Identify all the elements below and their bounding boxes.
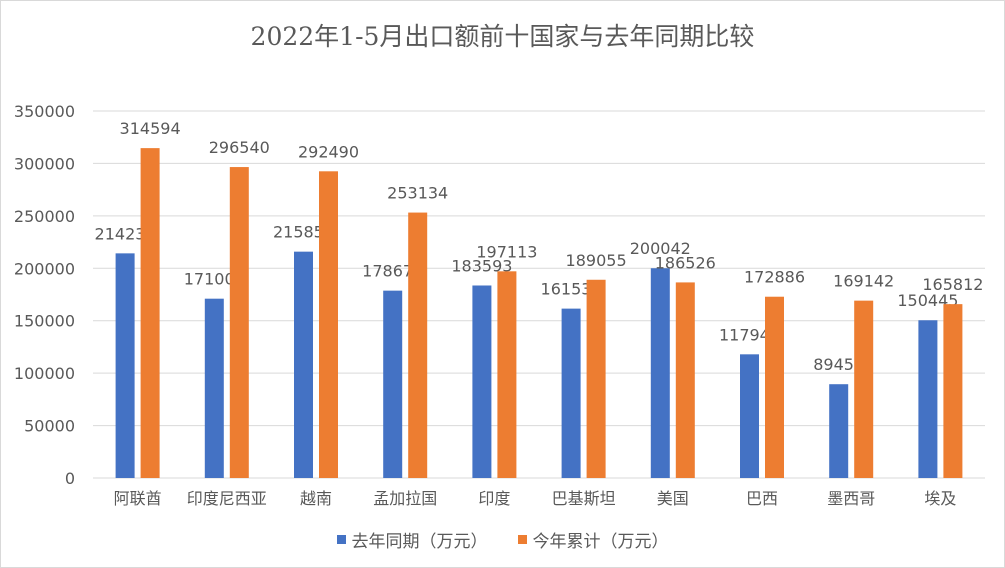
y-tick-label: 300000: [14, 154, 75, 173]
y-tick-label: 350000: [14, 102, 75, 121]
bar-series-2: [675, 282, 695, 478]
bar-series-2: [586, 279, 606, 478]
x-tick-label: 巴西: [746, 489, 778, 508]
x-tick-label: 美国: [657, 489, 689, 508]
y-tick-label: 200000: [14, 259, 75, 278]
data-label-series-2: 165812: [922, 275, 983, 294]
x-tick-label: 孟加拉国: [373, 489, 437, 508]
data-label-series-1: 89452: [813, 355, 864, 374]
bar-series-2: [854, 300, 874, 478]
data-label-series-1: 171007: [184, 270, 245, 289]
bar-series-1: [829, 384, 849, 478]
data-label-series-2: 253134: [387, 184, 448, 203]
data-label-series-2: 172886: [744, 268, 805, 287]
bar-series-2: [319, 171, 338, 478]
bar-series-2: [229, 167, 249, 478]
data-label-series-2: 314594: [120, 119, 181, 138]
data-label-series-1: 178675: [362, 262, 423, 281]
bar-series-2: [943, 304, 963, 478]
legend-item-series-1: 去年同期（万元）: [336, 527, 488, 552]
bar-series-1: [561, 308, 581, 478]
y-tick-label: 250000: [14, 207, 75, 226]
data-label-series-1: 150445: [897, 291, 958, 310]
y-tick-label: 150000: [14, 312, 75, 331]
data-label-series-2: 197113: [476, 242, 537, 261]
data-label-series-2: 186526: [655, 253, 716, 272]
bar-series-1: [204, 298, 224, 478]
data-label-series-1: 214238: [95, 224, 156, 243]
data-label-series-2: 189055: [566, 251, 627, 270]
legend-label-series-2: 今年累计（万元）: [532, 532, 669, 552]
x-tick-label: 越南: [300, 489, 332, 508]
bar-series-2: [497, 271, 517, 478]
data-label-series-1: 215856: [273, 223, 334, 242]
chart-title: 2022年1-5月出口额前十国家与去年同期比较: [250, 22, 755, 51]
x-tick-label: 墨西哥: [827, 489, 875, 508]
y-tick-label: 100000: [14, 364, 75, 383]
legend-swatch-series-2: [517, 535, 527, 544]
legend-swatch-series-1: [336, 535, 346, 544]
x-tick-label: 阿联酋: [114, 489, 162, 508]
data-label-series-1: 117948: [719, 325, 780, 344]
y-tick-label: 0: [65, 469, 75, 488]
bar-series-1: [383, 290, 403, 478]
data-label-series-2: 296540: [209, 138, 270, 157]
legend: 去年同期（万元） 今年累计（万元）: [1, 527, 1004, 552]
data-label-series-1: 161530: [541, 280, 602, 299]
data-label-series-2: 169142: [833, 272, 894, 291]
x-tick-label: 印度: [478, 489, 510, 508]
data-label-series-1: 200042: [630, 239, 691, 258]
y-tick-label: 50000: [24, 417, 75, 436]
bar-chart: 0 50000 100000 150000 200000 250000 300000 3500…: [14, 102, 985, 508]
bar-series-1: [740, 354, 759, 478]
bar-series-2: [140, 148, 160, 478]
bar-series-1: [472, 285, 492, 478]
x-tick-label: 埃及: [924, 489, 956, 508]
data-label-series-2: 292490: [298, 142, 359, 161]
bar-series-1: [918, 320, 938, 478]
x-tick-label: 印度尼西亚: [187, 489, 267, 508]
bar-series-1: [294, 251, 313, 478]
bar-series-2: [408, 212, 428, 478]
bar-series-1: [115, 253, 135, 478]
x-tick-label: 巴基斯坦: [552, 489, 616, 508]
legend-item-series-2: 今年累计（万元）: [517, 527, 669, 552]
bar-series-2: [765, 296, 784, 478]
data-label-series-1: 183593: [451, 256, 512, 275]
bar-series-1: [650, 268, 670, 478]
legend-label-series-1: 去年同期（万元）: [351, 532, 488, 552]
